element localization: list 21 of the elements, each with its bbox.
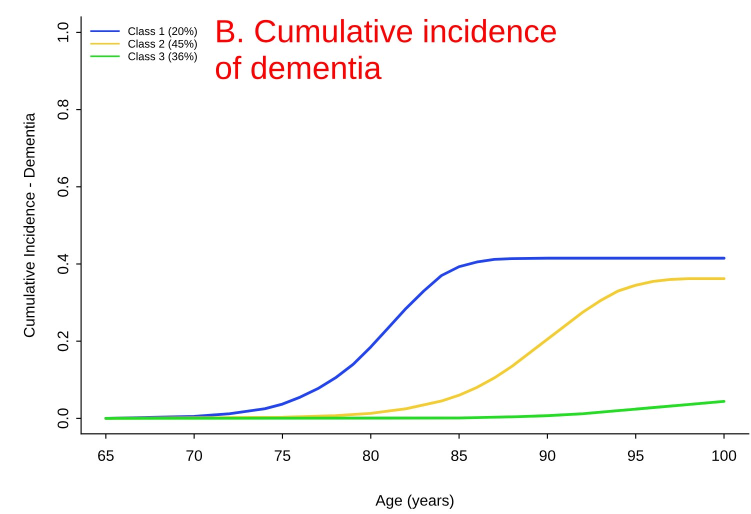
text: B. Cumulative incidence of dementia [216,19,556,80]
legend-label: Class 2 (45%) [128,40,197,50]
y-tick-label: 0.4 [58,254,68,274]
x-tick-label: 85 [451,450,467,462]
x-tick-label: 95 [628,450,644,462]
y-axis-title: Cumulative Incidence - Dementia [23,112,35,338]
x-tick-label: 90 [540,450,556,462]
x-tick-label: 65 [98,450,114,462]
x-tick-label: 80 [362,450,379,462]
x-tick-label: 70 [186,450,202,462]
legend-label: Class 1 (20%) [128,26,197,38]
legend-label: Class 3 (36%) [128,52,197,62]
x-tick-label: 100 [712,450,736,462]
x-tick-label: 75 [274,450,290,462]
y-tick-label: 0.2 [58,331,68,352]
line-series [104,400,726,420]
y-tick-label: 0.6 [58,176,68,197]
y-tick-label: 0.8 [58,100,68,120]
x-axis-title: Age (years) [375,494,454,509]
y-tick-label: 0.0 [58,408,68,428]
y-tick-label: 1.0 [58,22,68,42]
